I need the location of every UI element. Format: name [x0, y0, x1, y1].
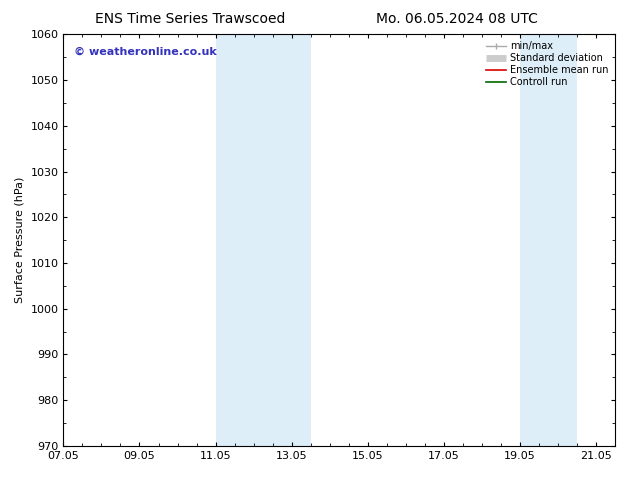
Legend: min/max, Standard deviation, Ensemble mean run, Controll run: min/max, Standard deviation, Ensemble me… [482, 37, 612, 91]
Bar [520, 34, 577, 446]
Text: © weatheronline.co.uk: © weatheronline.co.uk [74, 47, 217, 57]
Text: Mo. 06.05.2024 08 UTC: Mo. 06.05.2024 08 UTC [375, 12, 538, 26]
Text: ENS Time Series Trawscoed: ENS Time Series Trawscoed [95, 12, 285, 26]
Bar [216, 34, 311, 446]
Y-axis label: Surface Pressure (hPa): Surface Pressure (hPa) [15, 177, 25, 303]
